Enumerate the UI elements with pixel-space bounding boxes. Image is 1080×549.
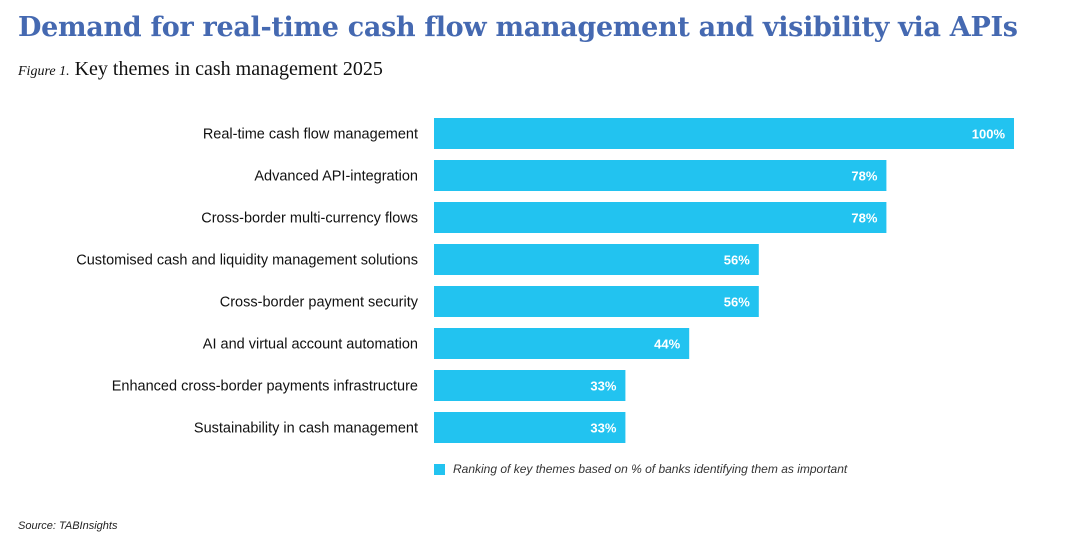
data-label: 100% (972, 127, 1006, 142)
data-label: 44% (654, 337, 680, 352)
category-label: Cross-border payment security (220, 295, 419, 311)
data-label: 33% (590, 421, 616, 436)
category-label: Real-time cash flow management (203, 127, 418, 143)
data-label: 56% (724, 253, 750, 268)
subtitle-text: Key themes in cash management 2025 (74, 58, 383, 80)
data-label: 78% (851, 211, 877, 226)
data-label: 78% (851, 169, 877, 184)
category-label: Sustainability in cash management (194, 421, 418, 437)
category-label: Customised cash and liquidity management… (76, 253, 418, 269)
bar (434, 328, 690, 359)
bar (434, 370, 626, 401)
data-label: 56% (724, 295, 750, 310)
bar (434, 160, 887, 191)
chart-subtitle: Figure 1. Key themes in cash management … (18, 58, 383, 81)
bar (434, 412, 626, 443)
source-note: Source: TABInsights (18, 520, 118, 532)
legend-label: Ranking of key themes based on % of bank… (453, 462, 848, 476)
data-label: 33% (590, 379, 616, 394)
category-label: AI and virtual account automation (203, 337, 418, 353)
category-label: Advanced API-integration (254, 169, 418, 185)
legend-swatch (434, 463, 445, 475)
bar (434, 118, 1014, 149)
category-label: Cross-border multi-currency flows (201, 211, 418, 227)
category-label: Enhanced cross-border payments infrastru… (112, 379, 418, 395)
legend: Ranking of key themes based on % of bank… (434, 462, 847, 476)
chart-title: Demand for real-time cash flow managemen… (18, 12, 1018, 43)
bar (434, 244, 759, 275)
figure-label: Figure 1. (18, 64, 70, 79)
bar (434, 286, 759, 317)
bar (434, 202, 887, 233)
